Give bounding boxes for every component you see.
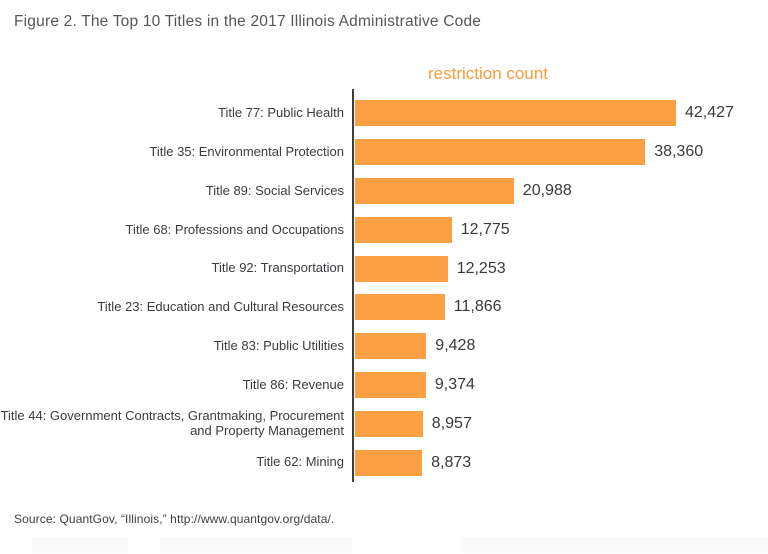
value-label: 9,428 xyxy=(435,337,476,355)
y-axis-line xyxy=(352,89,354,482)
bar xyxy=(355,333,427,360)
bar-row: Title 92: Transportation 12,253 xyxy=(0,249,768,288)
category-label: Title 44: Government Contracts, Grantmak… xyxy=(0,408,344,438)
bottom-artifact-strip xyxy=(460,537,768,553)
bar-cell: 8,873 xyxy=(355,449,472,476)
bar-cell: 12,775 xyxy=(355,216,510,243)
value-label: 12,253 xyxy=(456,259,506,277)
value-label: 8,957 xyxy=(431,414,472,432)
bar xyxy=(355,410,423,437)
bar-row: Title 86: Revenue 9,374 xyxy=(0,366,768,405)
bar-rows: Title 77: Public Health 42,427 Title 35: E… xyxy=(0,94,768,482)
category-label: Title 68: Professions and Occupations xyxy=(125,221,344,237)
bar-row: Title 77: Public Health 42,427 xyxy=(0,94,768,133)
bar-row: Title 62: Mining 8,873 xyxy=(0,443,768,482)
bar xyxy=(355,294,445,321)
bar-cell: 11,866 xyxy=(355,294,502,321)
bar-row: Title 44: Government Contracts, Grantmak… xyxy=(0,404,768,443)
bar xyxy=(355,371,426,398)
bar xyxy=(355,255,448,282)
bar xyxy=(355,139,646,166)
category-label: Title 92: Transportation xyxy=(211,260,344,276)
category-label: Title 89: Social Services xyxy=(205,182,344,198)
bar-row: Title 89: Social Services 20,988 xyxy=(0,172,768,211)
category-label: Title 62: Mining xyxy=(256,454,344,470)
value-label: 20,988 xyxy=(522,181,572,199)
category-label: Title 77: Public Health xyxy=(218,105,344,121)
bar-cell: 12,253 xyxy=(355,255,506,282)
bar-cell: 20,988 xyxy=(355,177,572,204)
value-label: 9,374 xyxy=(434,375,475,393)
category-label: Title 23: Education and Cultural Resourc… xyxy=(97,299,344,315)
category-label: Title 86: Revenue xyxy=(242,376,344,392)
bar xyxy=(355,216,452,243)
bar-row: Title 35: Environmental Protection 38,360 xyxy=(0,133,768,172)
value-label: 8,873 xyxy=(431,453,472,471)
series-label: restriction count xyxy=(428,64,548,83)
value-label: 42,427 xyxy=(685,104,734,122)
bottom-artifact-strip xyxy=(160,537,352,553)
bar-row: Title 83: Public Utilities 9,428 xyxy=(0,327,768,366)
bar-cell: 9,428 xyxy=(355,333,476,360)
figure-title: Figure 2. The Top 10 Titles in the 2017 … xyxy=(14,13,482,30)
bar-row: Title 68: Professions and Occupations 12,… xyxy=(0,210,768,249)
bar-cell: 9,374 xyxy=(355,371,475,398)
bar-cell: 42,427 xyxy=(355,100,734,127)
bar-cell: 8,957 xyxy=(355,410,472,437)
bar-cell: 38,360 xyxy=(355,139,704,166)
value-label: 11,866 xyxy=(453,298,502,316)
source-note: Source: QuantGov, “Illinois,” http://www… xyxy=(14,512,335,526)
value-label: 12,775 xyxy=(460,220,510,238)
bottom-artifact-strip xyxy=(32,537,128,553)
bar xyxy=(355,177,514,204)
bar xyxy=(355,449,423,476)
bar-row: Title 23: Education and Cultural Resourc… xyxy=(0,288,768,327)
value-label: 38,360 xyxy=(654,143,704,161)
category-label: Title 35: Environmental Protection xyxy=(149,143,344,159)
bar xyxy=(355,100,676,127)
category-label: Title 83: Public Utilities xyxy=(213,337,344,353)
